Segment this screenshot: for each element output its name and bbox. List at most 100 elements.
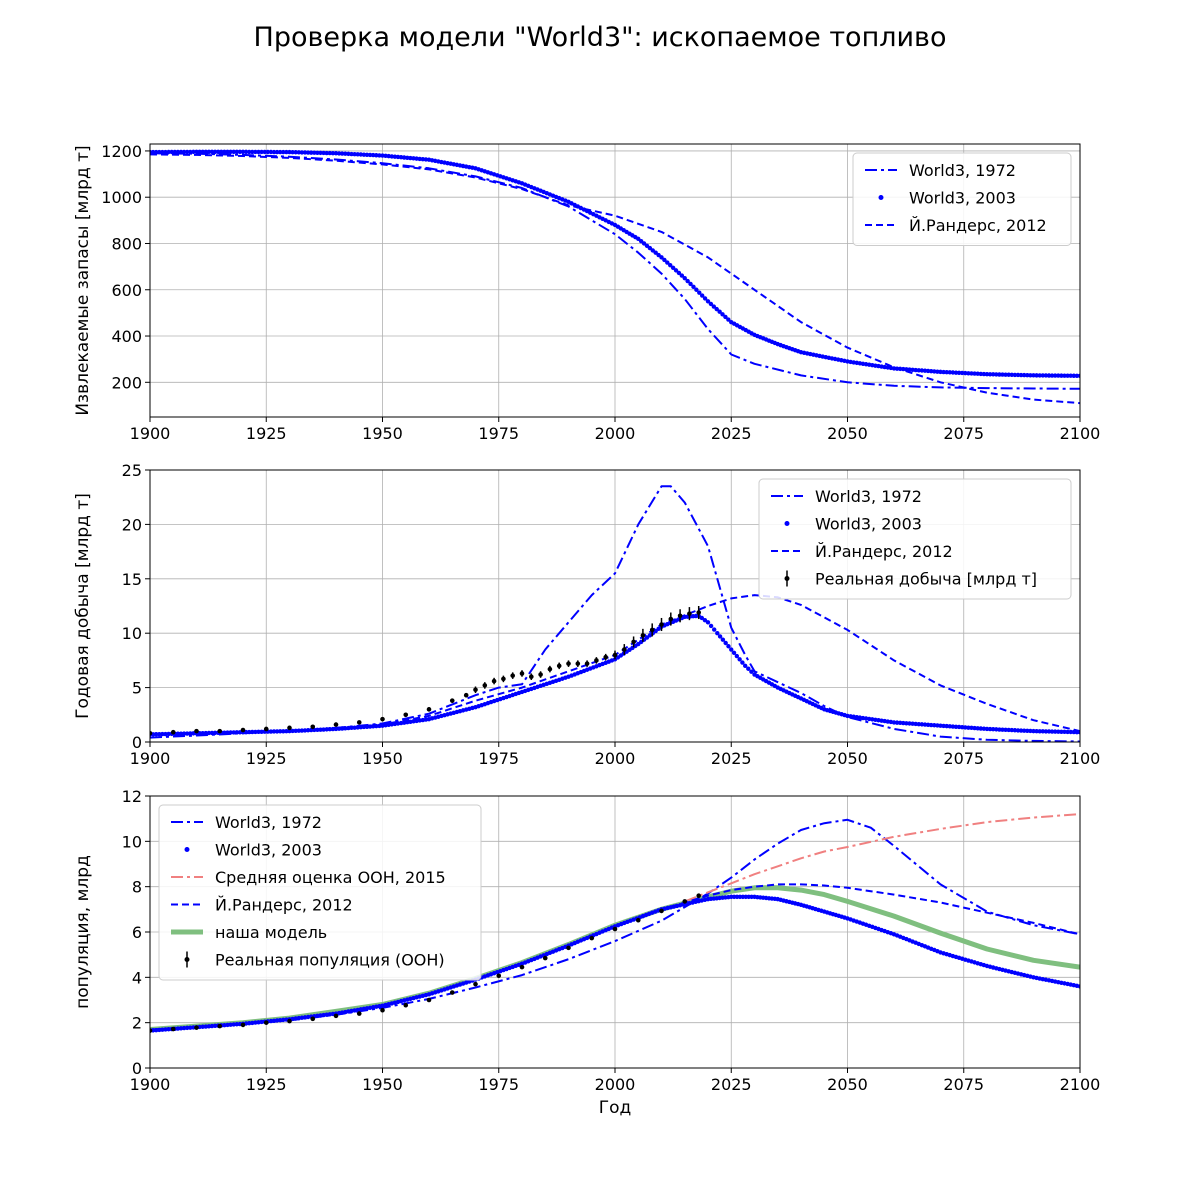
axes-frame: [149, 795, 1081, 1069]
data-point: [250, 149, 255, 155]
data-point: [1056, 729, 1061, 734]
data-point: [542, 955, 548, 961]
data-point: [463, 692, 469, 698]
data-point: [670, 265, 676, 270]
data-point: [237, 730, 243, 735]
data-point: [694, 287, 699, 292]
data-point: [169, 149, 174, 155]
data-point: [953, 370, 959, 375]
data-point: [538, 672, 543, 677]
data-point: [941, 369, 946, 375]
x-tick-label: 1950: [362, 1075, 403, 1094]
data-point: [1062, 729, 1067, 735]
data-point: [649, 627, 655, 633]
data-point: [702, 296, 708, 301]
data-point: [1003, 727, 1008, 733]
data-point: [426, 997, 432, 1003]
data-point: [253, 149, 258, 155]
data-point: [265, 149, 270, 155]
data-point: [250, 729, 255, 735]
data-point: [987, 726, 993, 732]
legend-label: World3, 2003: [815, 515, 922, 534]
data-point: [566, 945, 571, 951]
y-tick-label: 800: [111, 234, 142, 253]
data-point: [1049, 729, 1055, 734]
data-point: [178, 731, 184, 736]
data-point: [293, 728, 298, 734]
data-point: [278, 149, 283, 155]
legend-item: World3, 1972: [171, 813, 322, 832]
data-point: [1077, 373, 1080, 379]
x-tick-label: 2025: [711, 424, 752, 443]
data-point: [668, 262, 673, 268]
data-point: [679, 273, 685, 278]
data-point: [209, 149, 215, 155]
series-line: [150, 153, 1080, 405]
data-point: [705, 620, 711, 625]
data-point: [356, 720, 362, 725]
data-point: [991, 372, 996, 377]
data-point: [1006, 727, 1011, 733]
data-point: [677, 613, 683, 619]
data-point: [293, 150, 298, 155]
data-point: [726, 644, 731, 649]
x-tick-label: 2100: [1060, 424, 1101, 443]
data-point: [281, 149, 286, 155]
data-point: [612, 652, 618, 658]
data-point: [1025, 728, 1030, 734]
data-point: [1006, 372, 1011, 377]
data-point: [740, 660, 745, 665]
data-point: [188, 149, 193, 155]
data-point: [240, 1022, 246, 1028]
data-point: [271, 149, 277, 155]
data-point: [712, 627, 717, 632]
data-point: [682, 899, 688, 904]
legend-label: World3, 1972: [815, 487, 922, 506]
data-point: [287, 149, 292, 155]
data-point: [157, 149, 162, 155]
data-point: [200, 730, 205, 736]
data-point: [209, 730, 215, 736]
data-point: [194, 1025, 199, 1030]
legend-label: Реальная популяция (ООН): [215, 951, 445, 970]
data-point: [1034, 728, 1039, 734]
data-point: [377, 153, 382, 158]
data-point: [956, 370, 962, 376]
y-axis-label: Извлекаемые запасы [млрд т]: [73, 145, 93, 415]
data-point: [287, 725, 292, 731]
production-panel: 1900 1925 1950 1975 2000 2025 2050 2075 21000510…: [73, 461, 1100, 768]
data-point: [181, 149, 187, 155]
data-point: [166, 149, 171, 155]
legend-label: Й.Рандерс, 2012: [815, 542, 953, 561]
data-point: [160, 731, 165, 737]
data-point: [367, 152, 373, 158]
reserves-panel: 1900 1925 1950 1975 2000 2025 2050 2075 2100 200 4…: [73, 142, 1100, 443]
data-point: [191, 149, 196, 155]
data-point: [1040, 373, 1046, 378]
population-panel: 1900 1925 1950 1975 2000 2025 2050 2075 2100 0 2 4 6…: [73, 787, 1100, 1118]
data-point: [984, 371, 990, 377]
data-point: [1009, 727, 1014, 733]
data-point: [1028, 373, 1033, 378]
legend-marker: [784, 576, 790, 581]
data-point: [746, 666, 751, 671]
data-point: [1031, 373, 1036, 378]
x-tick-label: 1900: [130, 749, 171, 768]
data-point: [302, 728, 308, 733]
data-point: [318, 150, 323, 156]
data-point: [1062, 373, 1067, 378]
data-point: [274, 149, 280, 155]
data-point: [994, 727, 999, 732]
data-point: [197, 149, 202, 155]
y-tick-label: 0: [132, 733, 142, 752]
data-point: [185, 149, 190, 155]
data-point: [473, 981, 478, 987]
data-point: [659, 255, 664, 260]
legend: World3, 1972 World3, 2003 Й.Рандерс, 2012: [852, 152, 1072, 246]
data-point: [1015, 728, 1021, 733]
legend-item: Средняя оценка ООН, 2015: [171, 868, 446, 887]
data-point: [256, 729, 261, 735]
x-tick-label: 1975: [478, 1075, 519, 1094]
data-point: [687, 611, 692, 616]
y-tick-label: 1200: [101, 142, 142, 161]
